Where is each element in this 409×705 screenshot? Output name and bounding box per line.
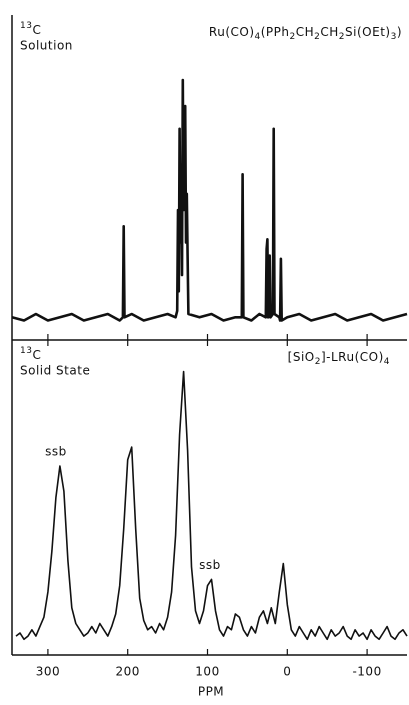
peak-annotation: ssb [199, 558, 221, 572]
panel-title: Ru(CO)4(PPh2CH2CH2Si(OEt)3) [209, 25, 402, 42]
x-tick-label: -100 [352, 665, 381, 679]
x-tick-label: 0 [283, 665, 291, 679]
panel-title: [SiO2]-LRu(CO)4 [288, 350, 390, 367]
panel-subtitle: Solution [20, 39, 73, 53]
panel-nucleus: 13C [20, 346, 41, 362]
spectrum-line [11, 78, 408, 322]
panel-subtitle: Solid State [20, 364, 90, 378]
panel-nucleus: 13C [20, 21, 41, 37]
peak-annotation: ssb [45, 445, 67, 459]
spectrum-line [15, 370, 408, 641]
x-tick-label: 100 [195, 665, 219, 679]
x-tick-label: 200 [116, 665, 140, 679]
x-tick-label: 300 [36, 665, 60, 679]
x-axis-label: PPM [198, 685, 224, 699]
